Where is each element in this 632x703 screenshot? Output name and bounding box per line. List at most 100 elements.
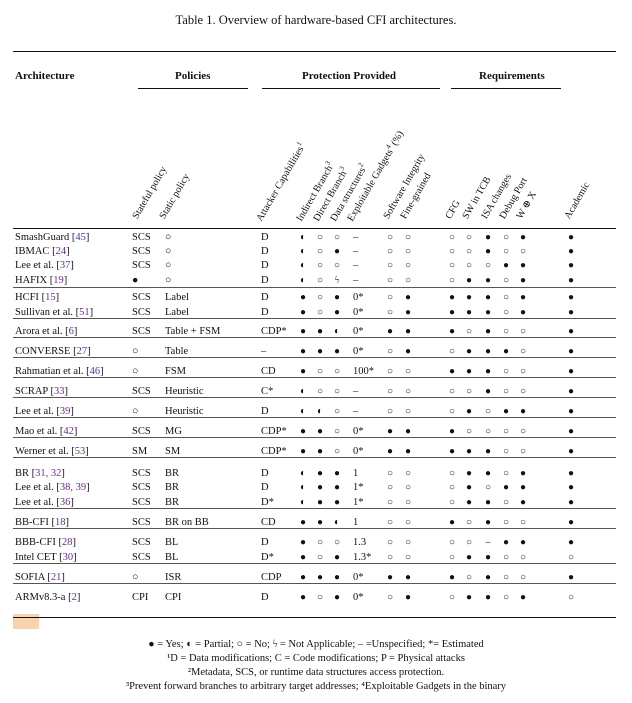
citation-link[interactable]: 33 [54,386,65,397]
static-policy-cell: Label [165,307,189,318]
fine-grained-cell: ○ [404,482,412,493]
citation-link[interactable]: 39 [59,406,71,417]
requirement-cell: ● [465,346,473,357]
requirement-cell: ● [465,366,473,377]
architecture-name: SmashGuard [45] [15,232,90,243]
data-structures-cell: ○ [333,426,341,437]
citation-link[interactable]: 53 [74,446,86,457]
citation-link[interactable]: 46 [89,366,101,377]
indirect-branch-cell: ● [299,292,307,303]
requirement-cell: ● [519,232,527,243]
citation-link[interactable]: 19 [53,275,64,286]
requirement-cell: ● [502,482,510,493]
requirement-cell: ○ [519,346,527,357]
citation-link[interactable]: 37 [59,260,71,271]
citation-link[interactable]: 38, 39 [59,482,87,493]
indirect-branch-cell: ◐ [299,468,307,479]
software-integrity-cell: ○ [386,468,394,479]
citation-link[interactable]: 18 [54,517,66,528]
citation-link[interactable]: 15 [45,292,56,303]
stateful-policy-cell: SCS [132,497,151,508]
architecture-name: BB-CFI [18] [15,517,69,528]
citation-link[interactable]: 36 [59,497,71,508]
stateful-policy-cell: SCS [132,517,151,528]
col-header-ac: Academic [562,180,593,221]
requirement-cell: ○ [502,292,510,303]
fine-grained-cell: ○ [404,260,412,271]
software-integrity-cell: ○ [386,292,394,303]
exploitable-gadgets-cell: 1.3 [353,537,367,548]
requirement-cell: ● [484,326,492,337]
requirement-cell: ○ [502,497,510,508]
data-structures-cell: ○ [333,260,341,271]
exploitable-gadgets-cell: – [353,406,359,417]
requirement-cell: ○ [502,572,510,583]
requirement-cell: ● [465,497,473,508]
academic-cell: ● [567,292,575,303]
architecture-name: IBMAC [24] [15,246,70,257]
citation-link[interactable]: 2 [71,592,77,603]
direct-branch-cell: ○ [316,552,324,563]
stateful-policy-cell: SCS [132,246,151,257]
requirement-cell: ○ [502,468,510,479]
citation-link[interactable]: 42 [63,426,74,437]
citation-link[interactable]: 31, 32 [35,468,62,479]
requirement-cell: ● [484,292,492,303]
academic-cell: ● [567,366,575,377]
requirement-cell: ○ [519,246,527,257]
indirect-branch-cell: ◐ [299,246,307,257]
requirement-cell: ● [448,307,456,318]
requirement-cell: ○ [502,232,510,243]
exploitable-gadgets-cell: 100* [353,366,374,377]
requirement-cell: ○ [484,426,492,437]
data-structures-cell: ● [333,497,341,508]
citation-link[interactable]: 30 [62,552,74,563]
exploitable-gadgets-cell: 0* [353,346,364,357]
architecture-name: SCRAP [33] [15,386,69,397]
citation-link[interactable]: 24 [55,246,67,257]
static-policy-cell: MG [165,426,182,437]
citation-link[interactable]: 28 [61,537,73,548]
indirect-branch-cell: ● [299,446,307,457]
fine-grained-cell: ○ [404,275,412,286]
attacker-capabilities-cell: CDP [261,572,282,583]
row-separator [13,397,616,398]
direct-branch-cell: ○ [316,366,324,377]
static-policy-cell: BR [165,482,180,493]
citation-link[interactable]: 45 [75,232,86,243]
architecture-name: Lee et al. [37] [15,260,74,271]
requirement-cell: ○ [465,232,473,243]
indirect-branch-cell: ● [299,346,307,357]
data-structures-cell: ◐ [333,517,341,528]
direct-branch-cell: ● [316,482,324,493]
software-integrity-cell: ● [386,426,394,437]
stateful-policy-cell: SCS [132,537,151,548]
indirect-branch-cell: ● [299,326,307,337]
direct-branch-cell: ◐ [316,406,324,417]
attacker-capabilities-cell: CDP* [261,446,287,457]
data-structures-cell: ● [333,482,341,493]
architecture-name: BBB-CFI [28] [15,537,76,548]
requirement-cell: ● [465,275,473,286]
indirect-branch-cell: ● [299,366,307,377]
exploitable-gadgets-cell: 0* [353,426,364,437]
citation-link[interactable]: 27 [76,346,88,357]
citation-link[interactable]: 6 [68,326,74,337]
row-separator [13,583,616,584]
architecture-name: Werner et al. [53] [15,446,89,457]
stateful-policy-cell: SCS [132,386,151,397]
requirement-cell: ● [448,572,456,583]
exploitable-gadgets-cell: 1* [353,482,364,493]
static-policy-cell: ○ [165,246,172,257]
requirement-cell: ● [484,552,492,563]
direct-branch-cell: ● [316,446,324,457]
requirement-cell: ● [519,406,527,417]
static-policy-cell: ISR [165,572,182,583]
citation-link[interactable]: 51 [79,307,90,318]
citation-link[interactable]: 21 [50,572,62,583]
architecture-name: Intel CET [30] [15,552,77,563]
academic-cell: ● [567,326,575,337]
static-policy-cell: Table + FSM [165,326,221,337]
requirement-cell: ● [519,537,527,548]
requirement-cell: ○ [465,517,473,528]
